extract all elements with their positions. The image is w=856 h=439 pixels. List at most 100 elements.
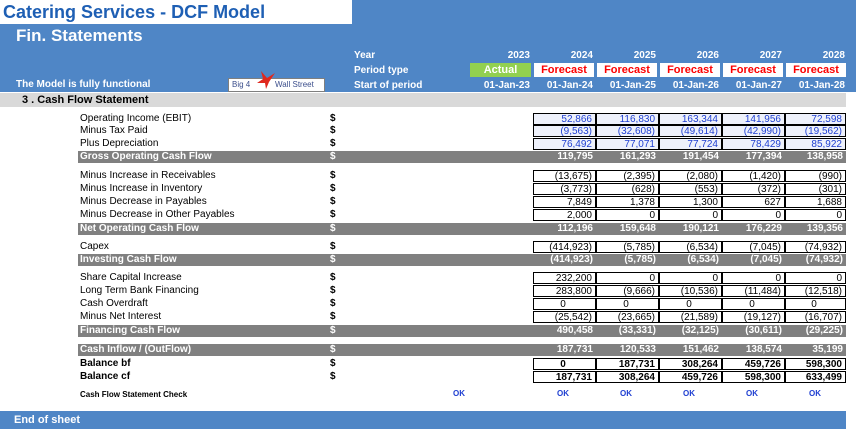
start-2026: 01-Jan-26	[672, 80, 719, 91]
cell-pay-2027[interactable]: 627	[722, 196, 785, 208]
cell-gocf-2026: 191,454	[682, 151, 719, 162]
currency-cio: $	[330, 344, 336, 355]
cell-share-2024[interactable]: 232,200	[533, 272, 596, 284]
currency-dep: $	[330, 138, 336, 149]
cell-rec-2026[interactable]: (2,080)	[659, 170, 722, 182]
cell-bbf-2026: 308,264	[659, 358, 722, 370]
currency-fcf: $	[330, 325, 336, 336]
cell-od-2026[interactable]: 0	[659, 298, 722, 310]
cell-inv-2024[interactable]: (3,773)	[533, 183, 596, 195]
cell-tax-2024[interactable]: (9,563)	[533, 125, 596, 137]
check-ok-2024: OK	[557, 389, 569, 398]
cell-int-2024[interactable]: (25,542)	[533, 311, 596, 323]
cell-ebit-2028[interactable]: 72,598	[785, 113, 846, 125]
cell-ebit-2024[interactable]: 52,866	[533, 113, 596, 125]
cell-capex-2026[interactable]: (6,534)	[659, 241, 722, 253]
cell-inv-2025[interactable]: (628)	[596, 183, 659, 195]
cell-od-2028[interactable]: 0	[785, 298, 846, 310]
cell-share-2025[interactable]: 0	[596, 272, 659, 284]
cell-oth-2027[interactable]: 0	[722, 209, 785, 221]
section-title: 3 . Cash Flow Statement	[22, 94, 149, 106]
cell-capex-2025[interactable]: (5,785)	[596, 241, 659, 253]
year-2023: 2023	[507, 50, 530, 61]
year-2026: 2026	[696, 50, 719, 61]
cell-ltb-2025[interactable]: (9,666)	[596, 285, 659, 297]
cell-rec-2024[interactable]: (13,675)	[533, 170, 596, 182]
cell-icf-2026: (6,534)	[687, 254, 719, 265]
start-2025: 01-Jan-25	[609, 80, 656, 91]
cell-share-2028[interactable]: 0	[785, 272, 846, 284]
row-label-capex: Capex	[80, 241, 109, 252]
cell-fcf-2025: (33,331)	[618, 325, 656, 336]
cell-ebit-2025[interactable]: 116,830	[596, 113, 659, 125]
currency-bbf: $	[330, 358, 336, 369]
cell-ltb-2024[interactable]: 283,800	[533, 285, 596, 297]
row-label-bbf: Balance bf	[80, 358, 131, 369]
cell-ebit-2026[interactable]: 163,344	[659, 113, 722, 125]
cell-pay-2026[interactable]: 1,300	[659, 196, 722, 208]
cell-rec-2027[interactable]: (1,420)	[722, 170, 785, 182]
cell-pay-2025[interactable]: 1,378	[596, 196, 659, 208]
cell-int-2027[interactable]: (19,127)	[722, 311, 785, 323]
currency-oth: $	[330, 209, 336, 220]
cell-fcf-2027: (30,611)	[745, 325, 782, 336]
cell-dep-2025[interactable]: 77,071	[596, 138, 659, 150]
cell-ltb-2028[interactable]: (12,518)	[785, 285, 846, 297]
cell-fcf-2028: (29,225)	[805, 325, 843, 336]
cell-od-2024[interactable]: 0	[533, 298, 596, 310]
cell-dep-2026[interactable]: 77,724	[659, 138, 722, 150]
row-label-pay: Minus Decrease in Payables	[80, 196, 207, 207]
cell-rec-2028[interactable]: (990)	[785, 170, 846, 182]
cell-inv-2026[interactable]: (553)	[659, 183, 722, 195]
check-ok-2028: OK	[809, 389, 821, 398]
cell-inv-2028[interactable]: (301)	[785, 183, 846, 195]
cell-tax-2028[interactable]: (19,562)	[785, 125, 846, 137]
currency-od: $	[330, 298, 336, 309]
cell-ebit-2027[interactable]: 141,956	[722, 113, 785, 125]
label-year: Year	[354, 50, 376, 61]
cell-oth-2028[interactable]: 0	[785, 209, 846, 221]
cell-fcf-2024: 490,458	[556, 325, 593, 336]
currency-inv: $	[330, 183, 336, 194]
cell-inv-2027[interactable]: (372)	[722, 183, 785, 195]
label-period-type: Period type	[354, 65, 409, 76]
cell-dep-2028[interactable]: 85,922	[785, 138, 846, 150]
cell-capex-2024[interactable]: (414,923)	[533, 241, 596, 253]
year-2027: 2027	[759, 50, 782, 61]
cell-pay-2024[interactable]: 7,849	[533, 196, 596, 208]
cell-tax-2025[interactable]: (32,608)	[596, 125, 659, 137]
currency-ltb: $	[330, 285, 336, 296]
footer-text: End of sheet	[14, 414, 81, 426]
cell-ltb-2027[interactable]: (11,484)	[722, 285, 785, 297]
cell-share-2026[interactable]: 0	[659, 272, 722, 284]
cell-share-2027[interactable]: 0	[722, 272, 785, 284]
year-2025: 2025	[633, 50, 656, 61]
cell-tax-2026[interactable]: (49,614)	[659, 125, 722, 137]
check-ok-2023: OK	[453, 389, 465, 398]
cell-int-2026[interactable]: (21,589)	[659, 311, 722, 323]
cell-od-2025[interactable]: 0	[596, 298, 659, 310]
cell-int-2025[interactable]: (23,665)	[596, 311, 659, 323]
cell-tax-2027[interactable]: (42,990)	[722, 125, 785, 137]
cell-rec-2025[interactable]: (2,395)	[596, 170, 659, 182]
cell-capex-2027[interactable]: (7,045)	[722, 241, 785, 253]
cell-oth-2024[interactable]: 2,000	[533, 209, 596, 221]
cell-int-2028[interactable]: (16,707)	[785, 311, 846, 323]
cell-gocf-2028: 138,958	[806, 151, 843, 162]
cell-oth-2026[interactable]: 0	[659, 209, 722, 221]
row-label-ltb: Long Term Bank Financing	[80, 285, 199, 296]
cell-ltb-2026[interactable]: (10,536)	[659, 285, 722, 297]
cell-oth-2025[interactable]: 0	[596, 209, 659, 221]
cell-bcf-2026: 459,726	[659, 371, 722, 383]
cell-pay-2028[interactable]: 1,688	[785, 196, 846, 208]
period-forecast-2026: Forecast	[660, 63, 720, 77]
currency-pay: $	[330, 196, 336, 207]
cell-od-2027[interactable]: 0	[722, 298, 785, 310]
row-label-check: Cash Flow Statement Check	[80, 390, 188, 399]
row-label-int: Minus Net Interest	[80, 311, 162, 322]
cell-capex-2028[interactable]: (74,932)	[785, 241, 846, 253]
cell-dep-2027[interactable]: 78,429	[722, 138, 785, 150]
row-label-fcf: Financing Cash Flow	[80, 325, 181, 336]
currency-gocf: $	[330, 151, 336, 162]
cell-dep-2024[interactable]: 76,492	[533, 138, 596, 150]
